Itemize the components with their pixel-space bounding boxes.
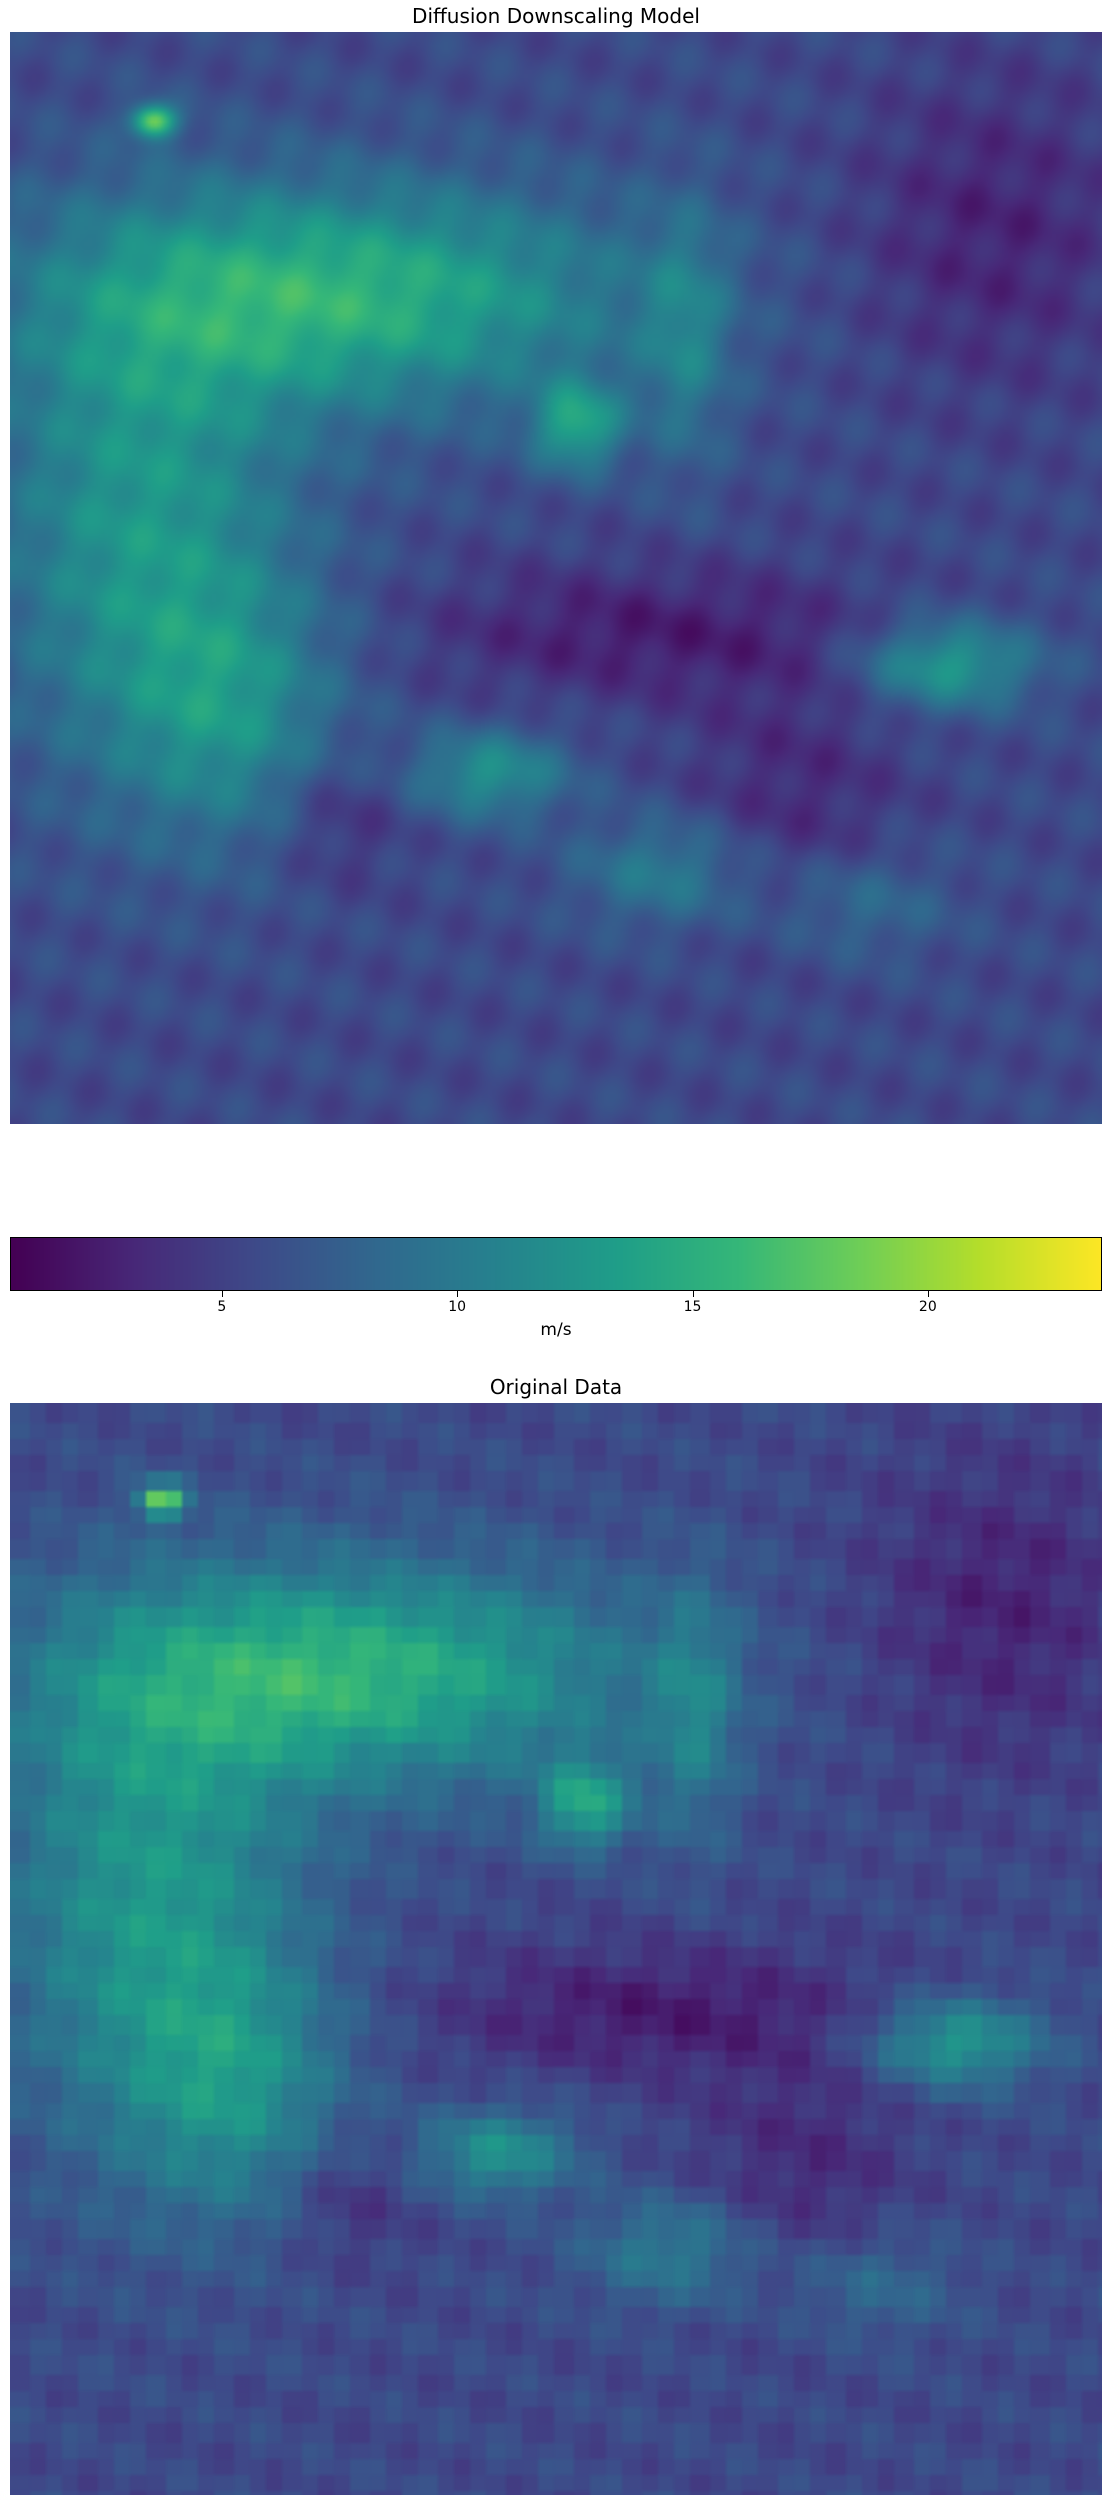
top-panel-title: Diffusion Downscaling Model	[412, 4, 700, 28]
colorbar	[10, 1237, 1102, 1291]
colorbar-tick	[221, 1291, 223, 1297]
original-wind-field	[10, 1403, 1102, 2495]
colorbar-tick-label: 10	[448, 1299, 467, 1315]
colorbar-tick	[927, 1291, 929, 1297]
downscaled-wind-field	[10, 32, 1102, 1124]
colorbar-tick	[692, 1291, 694, 1297]
colorbar-tick-label: 15	[683, 1299, 702, 1315]
colorbar-label: m/s	[540, 1320, 572, 1340]
colorbar-tick	[457, 1291, 459, 1297]
colorbar-tick-label: 20	[918, 1299, 937, 1315]
bottom-panel-title: Original Data	[489, 1375, 623, 1399]
colorbar-tick-label: 5	[217, 1299, 227, 1315]
